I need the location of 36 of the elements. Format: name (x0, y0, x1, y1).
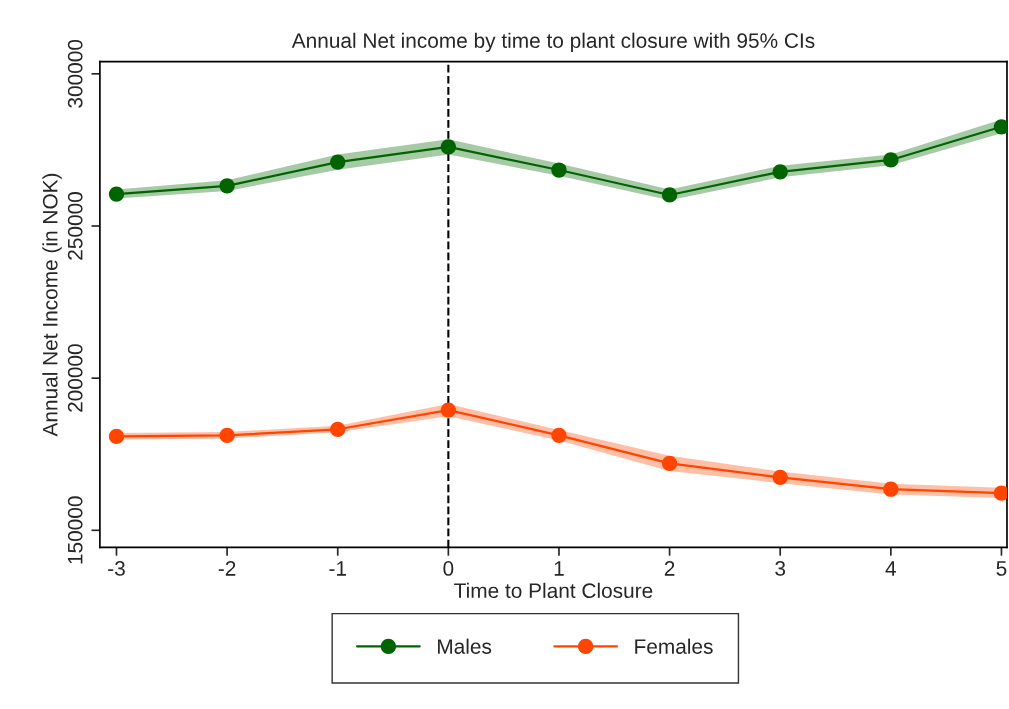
legend-label: Males (438, 638, 492, 654)
point (883, 152, 899, 168)
x-tick-label: -3 (108, 561, 125, 576)
x-tick-label: 1 (554, 561, 564, 576)
legend-label: Females (635, 638, 713, 654)
x-tick-label: 0 (443, 561, 454, 576)
y-tick-label: 300000 (67, 39, 83, 108)
point (883, 481, 899, 497)
x-tick-label: 3 (775, 561, 786, 576)
point (108, 428, 125, 444)
point (108, 186, 125, 202)
point (772, 469, 788, 485)
x-tick-label: 2 (664, 561, 675, 576)
x-tick-label: 4 (885, 561, 897, 576)
point (330, 421, 346, 437)
point (661, 455, 678, 471)
chart-title: Annual Net income by time to plant closure with 95% CIs (291, 32, 815, 53)
x-tick-label: 5 (996, 561, 1007, 576)
x-axis-title: Time to Plant Closure (454, 582, 653, 599)
point (440, 139, 456, 155)
point (772, 164, 788, 180)
point (219, 178, 235, 194)
point (551, 427, 567, 443)
point (661, 187, 678, 203)
y-axis-title: Annual Net Income (in NOK) (42, 173, 62, 437)
point (330, 154, 346, 170)
x-tick-label: -1 (329, 561, 346, 576)
point (551, 162, 567, 178)
point (440, 402, 456, 418)
point (993, 485, 1007, 501)
point (993, 119, 1007, 135)
y-tick-label: 250000 (67, 192, 83, 260)
y-tick-label: 150000 (67, 496, 83, 564)
x-tick-label: -2 (218, 561, 236, 576)
point (219, 427, 235, 443)
y-tick-label: 200000 (67, 344, 83, 412)
